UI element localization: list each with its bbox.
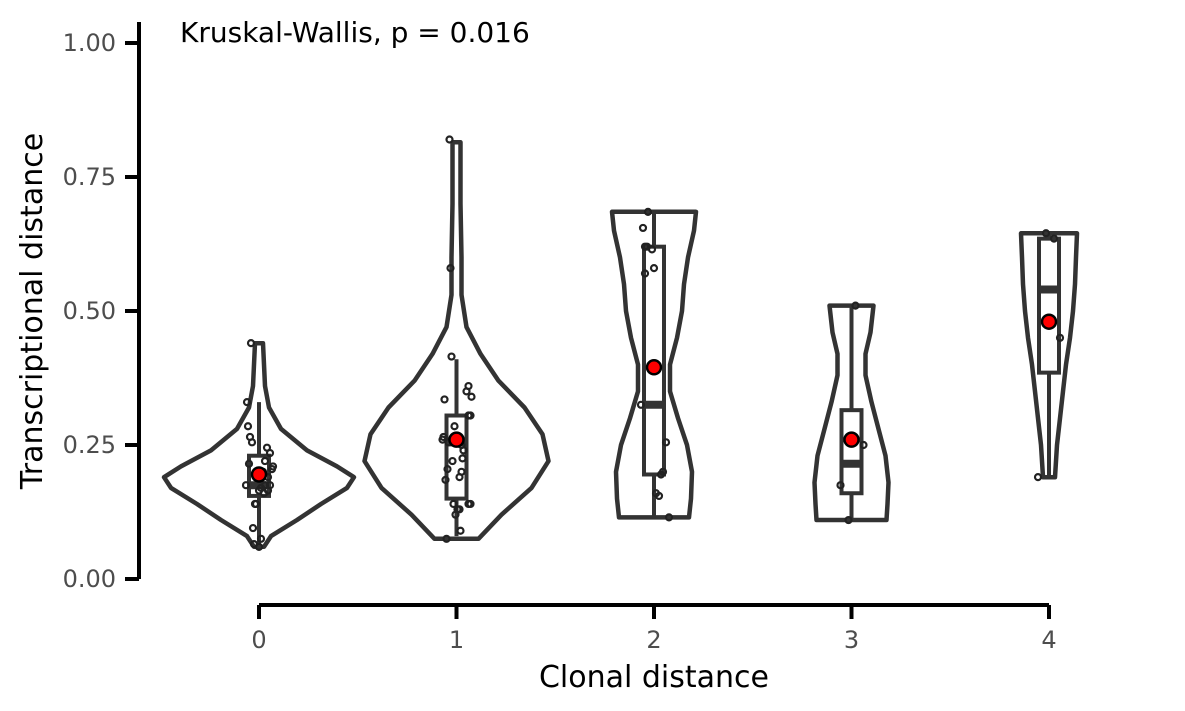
data-point xyxy=(1055,333,1065,342)
data-point xyxy=(851,301,860,310)
box-0 xyxy=(247,453,271,498)
data-point xyxy=(447,352,456,361)
data-point xyxy=(445,135,454,144)
data-point xyxy=(1041,229,1051,238)
data-point xyxy=(446,264,455,273)
data-point xyxy=(267,465,277,474)
data-point xyxy=(456,526,465,535)
data-point xyxy=(467,392,476,401)
data-point xyxy=(256,534,266,543)
test-annotation: Kruskal-Wallis, p = 0.016 xyxy=(180,16,530,49)
data-point xyxy=(636,400,646,409)
data-point xyxy=(451,510,460,519)
data-point xyxy=(661,438,671,447)
x-tick-label: 4 xyxy=(1041,626,1056,654)
points-layer xyxy=(241,135,1065,551)
data-point xyxy=(259,489,269,498)
y-tick-label: 0.00 xyxy=(63,565,116,593)
data-point xyxy=(458,454,467,463)
mean-point-1 xyxy=(448,431,465,448)
data-point xyxy=(462,387,471,396)
mean-point-2 xyxy=(645,359,663,376)
data-point xyxy=(664,513,674,522)
data-point xyxy=(449,499,458,509)
data-point xyxy=(241,481,251,490)
y-tick-label: 0.50 xyxy=(63,297,116,325)
data-point xyxy=(459,446,468,455)
x-tick-label: 0 xyxy=(251,626,266,654)
data-point xyxy=(440,395,449,404)
data-point xyxy=(656,470,666,479)
violin-3 xyxy=(812,303,891,523)
means-layer xyxy=(250,313,1058,483)
data-point xyxy=(242,398,252,407)
data-point xyxy=(466,499,475,509)
mean-point-4 xyxy=(1040,313,1058,330)
violin-4 xyxy=(1018,231,1080,480)
data-point xyxy=(441,475,450,484)
box-4 xyxy=(1037,236,1061,375)
data-point xyxy=(844,515,853,525)
data-point xyxy=(448,456,457,466)
data-point xyxy=(455,505,464,514)
data-point xyxy=(455,473,464,482)
box-1 xyxy=(444,413,469,501)
mean-point-0 xyxy=(250,466,268,483)
data-point xyxy=(246,339,256,348)
data-point xyxy=(466,411,475,420)
data-point xyxy=(647,245,657,254)
y-axis-title: Transcriptional distance xyxy=(15,133,50,490)
x-tick-label: 2 xyxy=(646,626,661,654)
data-point xyxy=(450,422,459,431)
data-point xyxy=(260,456,270,466)
data-point xyxy=(1049,234,1059,243)
data-point xyxy=(643,207,653,216)
data-point xyxy=(254,542,264,551)
data-point xyxy=(247,438,257,447)
x-axis-ticks: 0 1 2 3 4 xyxy=(251,605,1057,654)
data-point xyxy=(248,523,258,533)
x-tick-label: 1 xyxy=(449,626,464,654)
data-point xyxy=(836,481,845,490)
data-point xyxy=(649,264,659,273)
data-point xyxy=(250,499,260,509)
data-point xyxy=(244,459,254,468)
data-point xyxy=(442,534,451,543)
mean-point-3 xyxy=(843,431,860,448)
y-tick-label: 0.25 xyxy=(63,431,116,459)
data-point xyxy=(443,465,452,474)
data-point xyxy=(859,440,868,450)
data-point xyxy=(654,491,664,501)
y-tick-label: 0.75 xyxy=(63,163,116,191)
data-point xyxy=(265,448,275,458)
violins-layer xyxy=(161,139,1080,550)
y-axis-ticks: 0.00 0.25 0.50 0.75 1.00 xyxy=(63,29,139,593)
data-point xyxy=(1033,473,1043,482)
x-axis-title: Clonal distance xyxy=(539,660,769,695)
data-point xyxy=(638,223,648,233)
data-point xyxy=(243,422,253,431)
data-point xyxy=(640,269,650,278)
box-3 xyxy=(839,408,864,496)
y-tick-label: 1.00 xyxy=(63,29,116,57)
x-tick-label: 3 xyxy=(844,626,859,654)
violin-2 xyxy=(609,209,699,520)
